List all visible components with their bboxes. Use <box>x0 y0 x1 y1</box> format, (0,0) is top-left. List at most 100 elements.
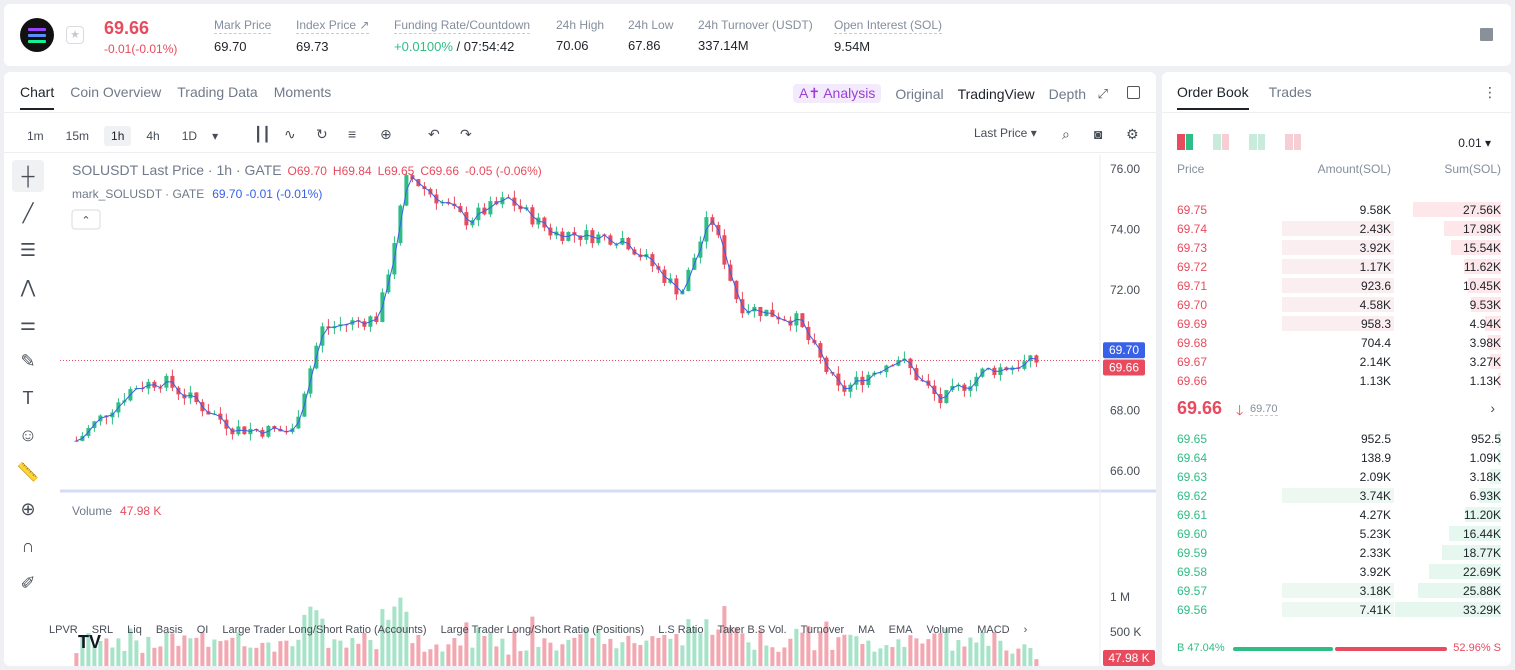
indicator-ma[interactable]: MA <box>858 624 875 636</box>
volume-bar <box>878 648 883 666</box>
tab-moments[interactable]: Moments <box>273 84 332 100</box>
ask-row[interactable]: 69.66 1.13K 1.13K <box>1177 371 1501 390</box>
interval-1h[interactable]: 1h <box>104 126 132 146</box>
indicator-lpvr[interactable]: LPVR <box>49 624 78 636</box>
pattern-icon[interactable]: ⋀ <box>20 276 36 297</box>
tab-coin-overview[interactable]: Coin Overview <box>70 84 162 100</box>
stat-index-price[interactable]: Index Price ↗ 69.73 <box>296 18 370 54</box>
ask-row[interactable]: 69.71 923.6 10.45K <box>1177 276 1501 295</box>
expand-icon[interactable]: ⤢ <box>1097 86 1108 101</box>
mode-both-icon[interactable] <box>1177 134 1193 150</box>
book-icon[interactable] <box>1480 28 1493 41</box>
bid-row[interactable]: 69.61 4.27K 11.20K <box>1177 505 1501 524</box>
chevron-right-icon[interactable]: › <box>1490 400 1495 416</box>
tab-tradingview[interactable]: TradingView <box>957 85 1035 102</box>
volume-bar <box>560 644 565 666</box>
indicator-l-s-ratio[interactable]: L.S Ratio <box>658 624 704 636</box>
mode-sells-icon[interactable] <box>1285 134 1301 150</box>
tab-order-book[interactable]: Order Book <box>1177 84 1249 110</box>
chevron-right-icon[interactable]: › <box>1023 624 1028 636</box>
bid-row[interactable]: 69.62 3.74K 6.93K <box>1177 486 1501 505</box>
indicator-turnover[interactable]: Turnover <box>800 624 845 636</box>
fib-icon[interactable]: ⚌ <box>19 313 37 334</box>
ask-row[interactable]: 69.75 9.58K 27.56K <box>1177 200 1501 219</box>
redo-icon[interactable]: ↷ <box>460 126 472 142</box>
sum-depth-bar <box>1429 564 1501 579</box>
volume-bar <box>80 635 85 666</box>
zoom-in-icon[interactable]: ⊕ <box>20 498 36 519</box>
ask-row[interactable]: 69.70 4.58K 9.53K <box>1177 295 1501 314</box>
brush-icon[interactable]: ✎ <box>20 350 36 371</box>
emoji-icon[interactable]: ☺ <box>18 424 38 445</box>
indicator-macd[interactable]: MACD <box>977 624 1010 636</box>
price-type-select[interactable]: Last Price ▾ <box>974 126 1037 140</box>
ai-analysis-button[interactable]: A✝ Analysis <box>793 84 882 103</box>
mode-bids-icon[interactable] <box>1213 134 1229 150</box>
ask-row[interactable]: 69.74 2.43K 17.98K <box>1177 219 1501 238</box>
tab-chart[interactable]: Chart <box>20 84 54 110</box>
indicator-ema[interactable]: EMA <box>888 624 913 636</box>
ask-row[interactable]: 69.68 704.4 3.98K <box>1177 333 1501 352</box>
bid-row[interactable]: 69.64 138.9 1.09K <box>1177 448 1501 467</box>
tab-depth[interactable]: Depth <box>1048 85 1086 102</box>
interval-4h[interactable]: 4h <box>146 129 160 143</box>
horizontal-lines-icon[interactable]: ☰ <box>19 239 37 260</box>
indicator-liq[interactable]: Liq <box>127 624 142 636</box>
indicator-basis[interactable]: Basis <box>155 624 183 636</box>
tab-trading-data[interactable]: Trading Data <box>177 84 258 100</box>
indicator-taker-b-s-vol-[interactable]: Taker B.S Vol. <box>717 624 787 636</box>
volume-bar <box>524 650 529 666</box>
tab-original[interactable]: Original <box>895 85 944 102</box>
crosshair-icon[interactable]: ┼ <box>12 160 44 192</box>
amount-depth-bar <box>1282 316 1394 331</box>
collapse-legend-button[interactable] <box>71 209 101 230</box>
magnet-icon[interactable]: ∩ <box>21 535 35 556</box>
window-icon[interactable] <box>1127 86 1140 99</box>
stat-mark-price[interactable]: Mark Price 69.70 <box>214 18 272 54</box>
bid-row[interactable]: 69.63 2.09K 3.18K <box>1177 467 1501 486</box>
indicator-oi[interactable]: OI <box>196 624 209 636</box>
trendline-icon[interactable]: ╱ <box>22 202 34 223</box>
ruler-icon[interactable]: 📏 <box>16 461 40 482</box>
indicator-large-trader-long-short-ratio-positions-[interactable]: Large Trader Long/Short Ratio (Positions… <box>440 624 645 636</box>
interval-dropdown-icon[interactable]: ▾ <box>212 129 219 143</box>
undo-icon[interactable]: ↶ <box>428 126 440 142</box>
search-icon[interactable]: ⌕ <box>1062 126 1070 142</box>
ask-row[interactable]: 69.67 2.14K 3.27K <box>1177 352 1501 371</box>
ask-row[interactable]: 69.73 3.92K 15.54K <box>1177 238 1501 257</box>
pencil-lock-icon[interactable]: ✐ <box>20 572 36 593</box>
bid-row[interactable]: 69.60 5.23K 16.44K <box>1177 524 1501 543</box>
bid-row[interactable]: 69.59 2.33K 18.77K <box>1177 543 1501 562</box>
settings-gear-icon[interactable]: ⚙ <box>1126 126 1139 142</box>
tick-size-select[interactable]: 0.01 ▾ <box>1458 136 1491 150</box>
add-indicator-icon[interactable]: ⊕ <box>380 126 392 142</box>
interval-15m[interactable]: 15m <box>65 129 90 143</box>
indicator-large-trader-long-short-ratio-accounts-[interactable]: Large Trader Long/Short Ratio (Accounts) <box>222 624 427 636</box>
tab-trades[interactable]: Trades <box>1268 84 1312 100</box>
indicators-icon[interactable]: ∿ <box>284 126 296 142</box>
mode-asks-icon[interactable] <box>1249 134 1265 150</box>
more-menu-icon[interactable]: ⋮ <box>1483 84 1497 100</box>
templates-icon[interactable]: ≡ <box>348 126 357 142</box>
volume-bar <box>1016 648 1021 666</box>
bid-row[interactable]: 69.56 7.41K 33.29K <box>1177 600 1501 619</box>
stat-open-interest[interactable]: Open Interest (SOL) 9.54M <box>834 18 943 54</box>
stat-funding-rate[interactable]: Funding Rate/Countdown +0.0100% / 07:54:… <box>394 18 531 54</box>
indicator-srl[interactable]: SRL <box>91 624 114 636</box>
bid-row[interactable]: 69.65 952.5 952.5 <box>1177 429 1501 448</box>
bid-row[interactable]: 69.58 3.92K 22.69K <box>1177 562 1501 581</box>
ask-row[interactable]: 69.72 1.17K 11.62K <box>1177 257 1501 276</box>
refresh-icon[interactable]: ↻ <box>316 126 328 142</box>
interval-1d[interactable]: 1D <box>181 129 198 143</box>
ask-row[interactable]: 69.69 958.3 4.94K <box>1177 314 1501 333</box>
favorite-star-icon[interactable]: ★ <box>66 26 84 44</box>
candle-type-icon[interactable]: ┃┃ <box>254 126 271 142</box>
bid-row[interactable]: 69.57 3.18K 25.88K <box>1177 581 1501 600</box>
camera-icon[interactable]: ◙ <box>1094 126 1103 142</box>
volume-bar <box>446 644 451 666</box>
text-tool-icon[interactable]: T <box>22 387 34 408</box>
indicator-volume[interactable]: Volume <box>926 624 964 636</box>
interval-1m[interactable]: 1m <box>27 129 44 143</box>
volume-bar <box>398 597 403 666</box>
